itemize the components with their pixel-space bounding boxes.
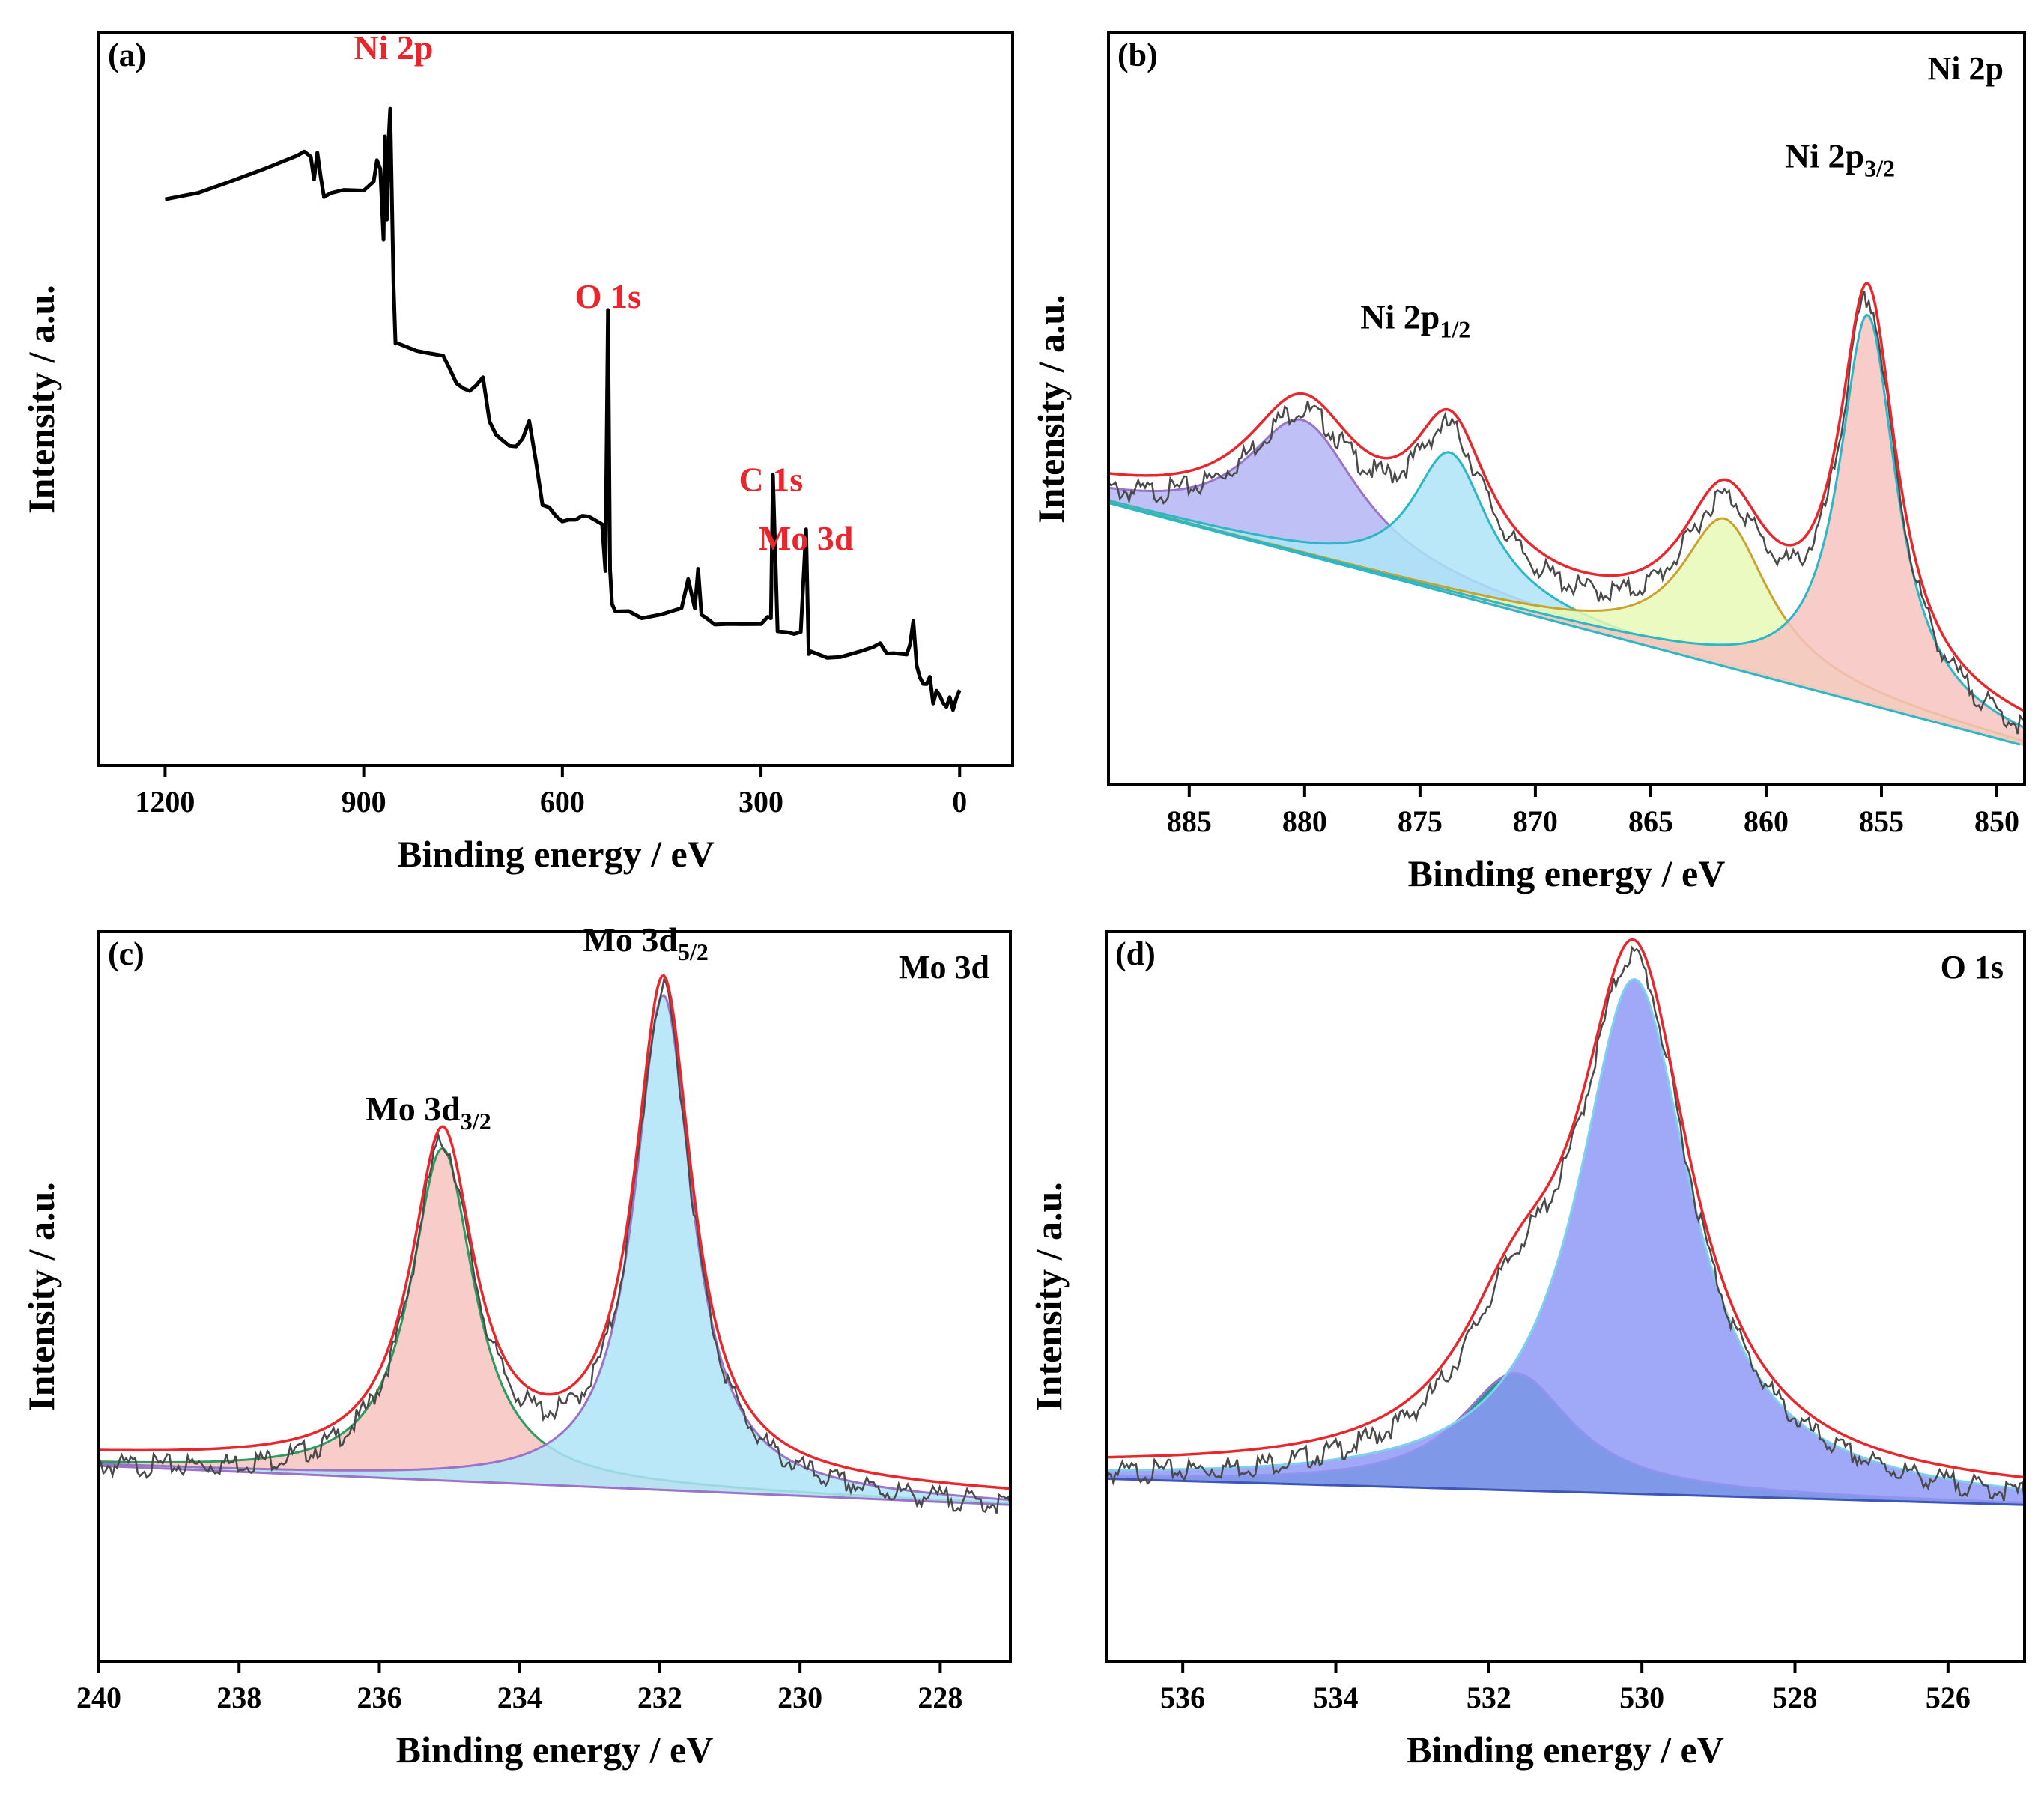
fit-component-area — [1109, 315, 2025, 746]
envelope-fit-line — [1106, 938, 2025, 1479]
panel-label: (c) — [108, 935, 145, 972]
raw-data-line — [99, 977, 1010, 1514]
x-tick-label: 238 — [216, 1681, 261, 1714]
x-tick-label: 526 — [1926, 1681, 1971, 1714]
fit-component-area — [99, 995, 1010, 1505]
x-tick-label: 855 — [1859, 804, 1904, 838]
x-axis-title: Binding energy / eV — [396, 1729, 714, 1771]
x-tick-label: 880 — [1282, 804, 1327, 838]
corner-region-label: Ni 2p — [1928, 50, 2004, 87]
x-tick-label: 536 — [1160, 1681, 1205, 1714]
peak-annotation: O 1s — [575, 277, 641, 315]
panel-label: (a) — [108, 37, 146, 73]
peak-annotation: Ni 2p1/2 — [1360, 297, 1470, 342]
x-axis-title: Binding energy / eV — [1408, 852, 1726, 894]
plot-frame — [97, 930, 1012, 1663]
fit-component-line — [1106, 977, 2025, 1490]
y-axis-title: Intensity / a.u. — [1030, 294, 1072, 524]
peak-annotation: C 1s — [739, 460, 804, 498]
x-tick-label: 532 — [1467, 1681, 1511, 1714]
panel-label: (b) — [1117, 37, 1158, 73]
plot-frame — [97, 31, 1014, 767]
plot-frame — [1107, 31, 2026, 786]
panel-label: (d) — [1115, 935, 1156, 972]
background-line — [1109, 502, 2021, 746]
x-tick-label: 528 — [1773, 1681, 1818, 1714]
x-tick-label: 860 — [1744, 804, 1789, 838]
corner-region-label: O 1s — [1941, 949, 2004, 986]
x-tick-label: 1200 — [135, 785, 195, 819]
plot-area — [1109, 281, 2025, 747]
x-tick-label: 228 — [918, 1681, 962, 1714]
panel-a: 1200 900 600 300 0 Binding energy / eV Intensi… — [20, 28, 1014, 875]
y-axis-title: Intensity / a.u. — [20, 285, 62, 514]
survey-spectrum-line — [164, 106, 962, 712]
panel-c: 240 238 236 234 232 230 228 Binding energy / eV… — [20, 920, 1012, 1771]
envelope-fit-line — [99, 974, 1010, 1490]
x-tick-label: 300 — [739, 785, 783, 819]
peak-annotation: Mo 3d5/2 — [583, 920, 709, 965]
x-tick-label: 234 — [497, 1681, 542, 1714]
fit-component-line — [99, 994, 1010, 1502]
peak-annotation: Ni 2p — [354, 28, 433, 67]
x-tick-label: 0 — [952, 785, 967, 819]
plot-frame — [1105, 930, 2026, 1663]
x-tick-label: 875 — [1398, 804, 1443, 838]
x-tick-label: 900 — [342, 785, 386, 819]
x-axis-title: Binding energy / eV — [397, 833, 715, 875]
x-tick-label: 534 — [1314, 1681, 1359, 1714]
x-tick-label: 230 — [777, 1681, 822, 1714]
x-tick-label: 870 — [1513, 804, 1558, 838]
plot-area — [99, 974, 1010, 1514]
panel-d: 536 534 532 530 528 526 Binding energy / eV Int… — [1028, 930, 2026, 1771]
plot-area — [164, 106, 962, 712]
fit-component-line — [1109, 313, 2025, 729]
raw-data-line — [1106, 945, 2025, 1502]
x-axis-title: Binding energy / eV — [1407, 1729, 1724, 1771]
x-tick-label: 865 — [1628, 804, 1673, 838]
background-line — [1106, 1478, 2025, 1506]
y-axis-title: Intensity / a.u. — [20, 1182, 62, 1411]
x-tick-label: 600 — [540, 785, 585, 819]
x-tick-label: 236 — [357, 1681, 401, 1714]
x-tick-label: 232 — [637, 1681, 682, 1714]
corner-region-label: Mo 3d — [899, 949, 989, 986]
x-tick-label: 240 — [76, 1681, 121, 1714]
panel-b: 885 880 875 870 865 860 855 850 Binding energy /… — [1030, 31, 2026, 894]
peak-annotation: Mo 3d3/2 — [366, 1090, 491, 1135]
peak-annotation: Ni 2p3/2 — [1785, 136, 1895, 181]
x-tick-label: 850 — [1974, 804, 2019, 838]
x-tick-label: 530 — [1619, 1681, 1664, 1714]
peak-annotation: Mo 3d — [759, 519, 854, 557]
x-tick-label: 885 — [1167, 804, 1212, 838]
fit-component-area — [1109, 419, 2025, 746]
raw-data-line — [1109, 290, 2025, 735]
envelope-fit-line — [1109, 281, 2025, 713]
plot-area — [1106, 938, 2025, 1506]
fit-component-area — [1106, 979, 2025, 1505]
y-axis-title: Intensity / a.u. — [1028, 1182, 1070, 1411]
